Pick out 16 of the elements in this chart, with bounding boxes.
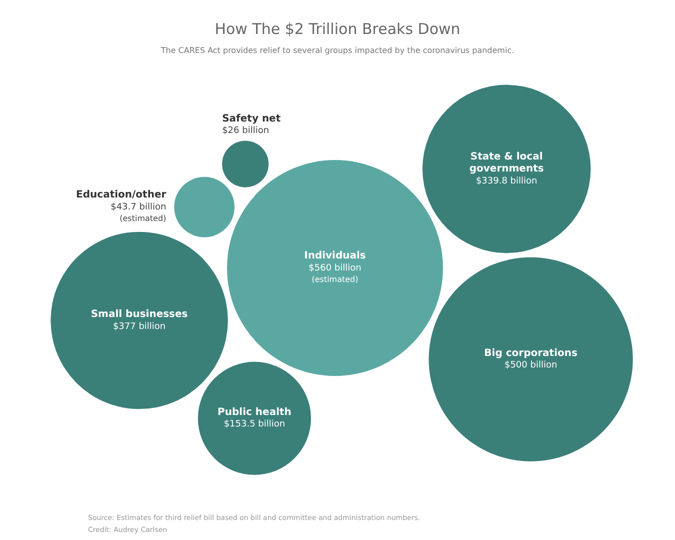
category-label: Education/other [76, 190, 166, 201]
category-label: Public health [218, 406, 292, 418]
data-label: $377 billion [112, 322, 166, 332]
data-label: $339.8 billion [476, 176, 538, 186]
category-label: Individuals [304, 250, 366, 262]
data-label: $500 billion [504, 360, 558, 371]
text: The CARES Act provides relief to several groups impacted by the coronavirus pandemic. [160, 46, 516, 55]
text: How The $2 Trillion Breaks Down [214, 19, 462, 38]
category-label: Safety net [222, 113, 281, 124]
data-label: $153.5 billion [224, 420, 286, 430]
data-label: $26 billion [222, 126, 270, 136]
data-label: $43.7 billion (estimated) [110, 202, 166, 224]
data-label: $560 billion (estimated) [308, 263, 362, 284]
category-label: State & local governments [469, 152, 544, 175]
category-label: Big corporations [484, 348, 578, 359]
category-label: Small businesses [90, 309, 188, 320]
